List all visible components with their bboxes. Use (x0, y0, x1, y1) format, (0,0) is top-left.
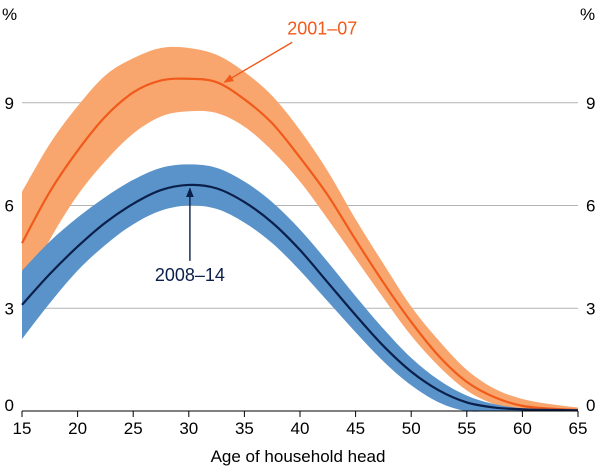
y-unit-label-left: % (2, 5, 17, 24)
annotation-label-series-2008-14: 2008–14 (155, 265, 225, 285)
annotation-label-series-2001-07: 2001–07 (287, 18, 357, 38)
y-tick-label-right-3: 3 (586, 299, 595, 318)
x-tick-label-35: 35 (235, 419, 254, 438)
y-tick-label-right-9: 9 (586, 94, 595, 113)
y-tick-label-right-6: 6 (586, 197, 595, 216)
annotation-arrow-series-2001-07 (223, 41, 293, 83)
x-tick-label-60: 60 (513, 419, 532, 438)
tick-labels: 15 20 25 30 35 40 45 50 55 60 65 0 0 3 3 6 6 9 9 (5, 94, 596, 438)
y-tick-label-left-3: 3 (5, 299, 14, 318)
band-series-2008-14 (22, 164, 578, 412)
x-tick-label-20: 20 (68, 419, 87, 438)
y-tick-label-right-0: 0 (586, 396, 595, 415)
x-tick-label-50: 50 (402, 419, 421, 438)
line-series-2001-07 (21, 77, 579, 412)
confidence-bands (22, 46, 578, 412)
x-tick-label-25: 25 (124, 419, 143, 438)
annotations: 2001–07 2008–14 (155, 18, 357, 285)
y-tick-label-left-6: 6 (5, 197, 14, 216)
series-lines (21, 77, 579, 412)
line-series-2008-14 (21, 183, 579, 412)
x-tick-label-15: 15 (13, 419, 32, 438)
x-tick-label-40: 40 (291, 419, 310, 438)
y-tick-label-left-9: 9 (5, 94, 14, 113)
x-axis-label: Age of household head (211, 447, 386, 466)
axes (21, 410, 579, 417)
y-tick-label-left-0: 0 (5, 396, 14, 415)
y-unit-label-right: % (580, 5, 595, 24)
x-tick-label-65: 65 (569, 419, 588, 438)
x-tick-label-30: 30 (179, 419, 198, 438)
x-tick-label-55: 55 (457, 419, 476, 438)
x-tick-label-45: 45 (346, 419, 365, 438)
